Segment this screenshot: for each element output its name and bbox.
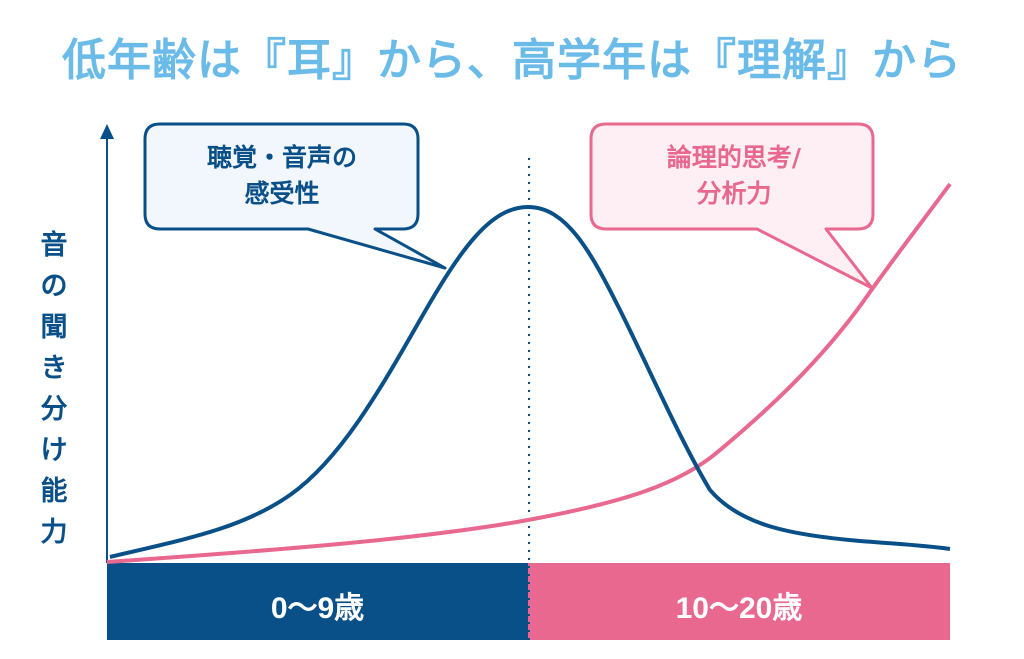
bubble-right-shape: [589, 122, 875, 290]
band-right-label: 10〜20歳: [675, 592, 803, 625]
bubble-left-shape: [143, 122, 447, 270]
bubble-right-line1: 論理的思考/: [666, 143, 802, 172]
series-auditory-sensitivity: [109, 204, 951, 559]
chart-title: 低年齢は『耳』から、高学年は『理解』から: [62, 35, 962, 86]
band-right: [528, 563, 950, 640]
bubble-left: 聴覚・音声の 感受性: [148, 140, 416, 212]
series-logical-thinking: [106, 182, 952, 564]
y-axis-label: 音の聞き分け能力: [40, 230, 68, 548]
band-left-label: 0〜9歳: [270, 592, 365, 625]
y-axis-arrow-icon: [100, 124, 114, 139]
bubble-left-line1: 聴覚・音声の: [206, 143, 357, 172]
bubble-left-line2: 感受性: [244, 179, 320, 208]
band-left: [107, 563, 528, 640]
bubble-right-line2: 分析力: [696, 179, 772, 208]
bubble-right: 論理的思考/ 分析力: [595, 140, 873, 212]
